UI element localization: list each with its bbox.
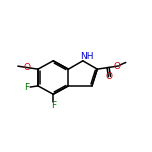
Text: NH: NH bbox=[80, 52, 94, 61]
Text: F: F bbox=[24, 83, 29, 92]
Text: F: F bbox=[51, 101, 56, 110]
Text: O: O bbox=[24, 63, 31, 72]
Text: O: O bbox=[106, 72, 113, 81]
Text: O: O bbox=[114, 62, 121, 71]
